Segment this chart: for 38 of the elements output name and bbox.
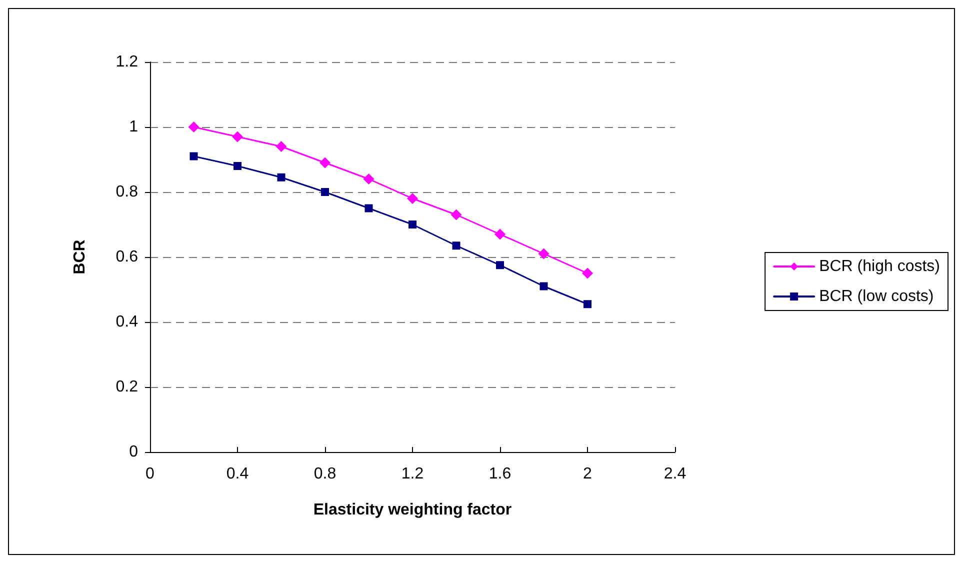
x-tick-label: 0.4 xyxy=(226,466,249,482)
point xyxy=(363,174,374,184)
point xyxy=(321,188,329,196)
x-axis-title: Elasticity weighting factor xyxy=(313,502,512,518)
point xyxy=(364,204,373,212)
x-tick-label: 0 xyxy=(146,466,155,482)
point xyxy=(277,173,286,182)
point xyxy=(407,193,418,204)
y-tick-label: 1 xyxy=(129,118,138,136)
point xyxy=(584,300,592,308)
point xyxy=(234,162,242,170)
point xyxy=(538,248,550,260)
point xyxy=(408,220,416,228)
point xyxy=(496,261,504,270)
point xyxy=(190,152,198,160)
y-axis-title: BCR xyxy=(72,239,88,274)
point xyxy=(540,282,548,290)
point xyxy=(276,141,287,152)
x-tick-label: 1.2 xyxy=(401,466,424,482)
legend-label: BCR (low costs) xyxy=(819,288,934,305)
x-tick-label: 2 xyxy=(583,466,592,482)
x-tick-label: 0.8 xyxy=(314,466,336,482)
y-tick-label: 0.6 xyxy=(116,248,138,266)
point xyxy=(320,157,330,168)
point xyxy=(582,268,593,279)
x-tick-label: 1.6 xyxy=(488,466,512,482)
point xyxy=(494,228,506,240)
legend-label: BCR (high costs) xyxy=(819,258,940,275)
x-tick-label: 2.4 xyxy=(664,466,686,482)
y-tick-label: 0.2 xyxy=(116,378,138,396)
y-tick-label: 0 xyxy=(129,444,138,460)
point xyxy=(452,242,460,250)
y-tick-label: 0.8 xyxy=(116,184,138,200)
point xyxy=(450,209,462,220)
point xyxy=(188,122,200,132)
y-tick-label: 0.4 xyxy=(116,314,138,330)
point xyxy=(232,131,243,142)
y-tick-label: 1.2 xyxy=(116,54,138,70)
